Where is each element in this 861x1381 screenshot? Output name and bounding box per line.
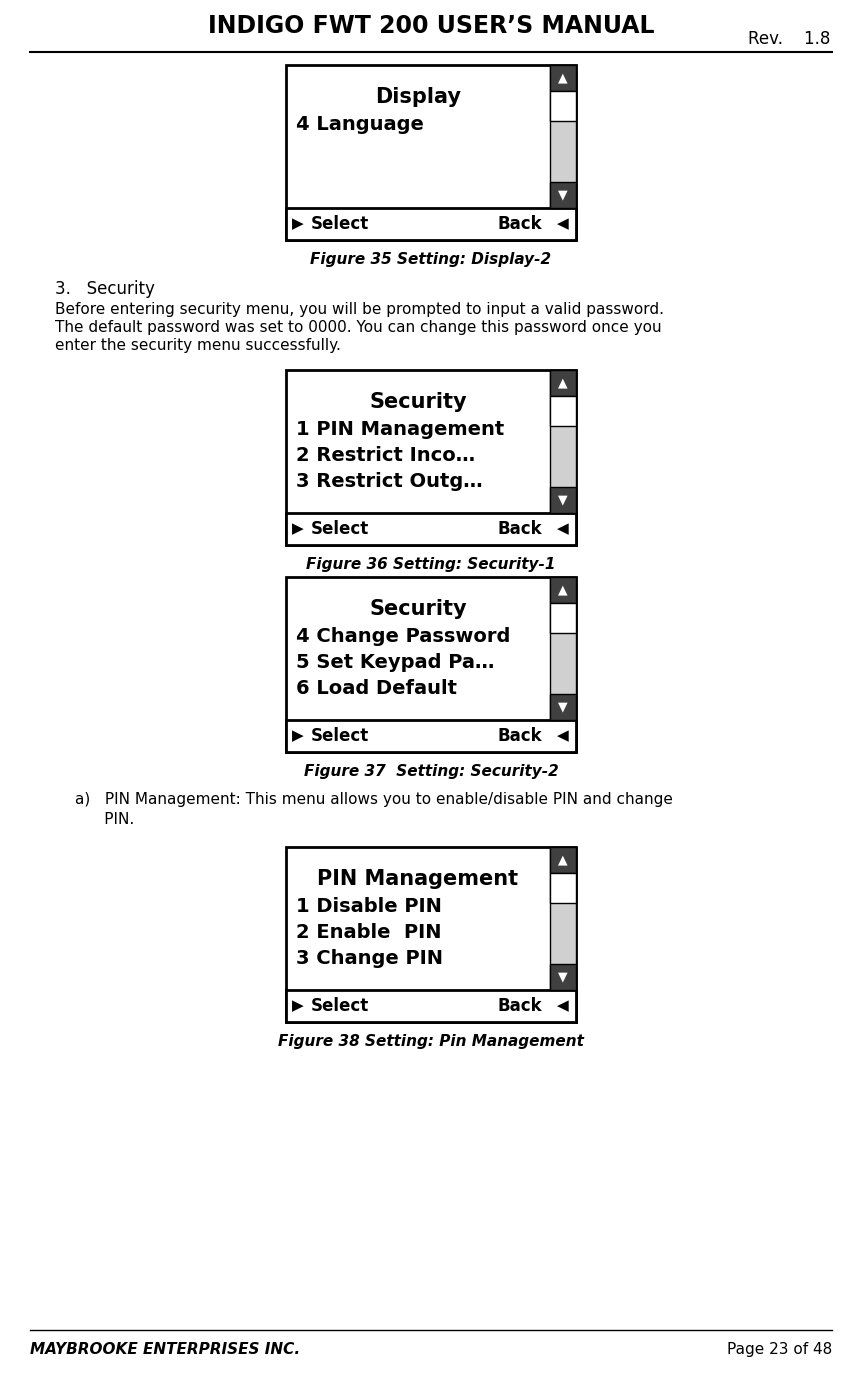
Bar [549, 487, 575, 512]
Bar [549, 370, 575, 512]
Bar [286, 512, 575, 545]
Text: 4 Change Password: 4 Change Password [295, 627, 510, 646]
Text: enter the security menu successfully.: enter the security menu successfully. [55, 338, 340, 354]
Bar [549, 873, 575, 903]
Text: Display: Display [375, 87, 461, 106]
Text: ▲: ▲ [558, 584, 567, 597]
Text: ▼: ▼ [558, 971, 567, 983]
Bar [286, 720, 575, 753]
Text: MAYBROOKE ENTERPRISES INC.: MAYBROOKE ENTERPRISES INC. [30, 1342, 300, 1358]
Text: ▼: ▼ [558, 493, 567, 507]
Text: Figure 37  Setting: Security-2: Figure 37 Setting: Security-2 [303, 764, 558, 779]
Bar [549, 847, 575, 873]
Bar [549, 65, 575, 91]
Text: Back: Back [497, 997, 542, 1015]
Text: PIN Management: PIN Management [317, 869, 518, 889]
Text: 1 Disable PIN: 1 Disable PIN [295, 898, 442, 916]
Text: 2 Restrict Inco…: 2 Restrict Inco… [295, 446, 474, 465]
Bar [549, 847, 575, 990]
Text: INDIGO FWT 200 USER’S MANUAL: INDIGO FWT 200 USER’S MANUAL [208, 14, 653, 39]
Text: Figure 36 Setting: Security-1: Figure 36 Setting: Security-1 [306, 557, 555, 572]
Text: 2 Enable  PIN: 2 Enable PIN [295, 923, 441, 942]
Text: ◀: ◀ [556, 998, 568, 1014]
Text: 1 PIN Management: 1 PIN Management [295, 420, 504, 439]
Text: ▼: ▼ [558, 700, 567, 714]
Text: Before entering security menu, you will be prompted to input a valid password.: Before entering security menu, you will … [55, 302, 663, 318]
Text: 6 Load Default: 6 Load Default [295, 679, 456, 697]
Text: ▶: ▶ [292, 729, 304, 743]
Text: Select: Select [311, 215, 369, 233]
Text: 3 Restrict Outg…: 3 Restrict Outg… [295, 472, 482, 492]
Text: ▲: ▲ [558, 72, 567, 84]
Bar [549, 396, 575, 425]
Text: The default password was set to 0000. You can change this password once you: The default password was set to 0000. Yo… [55, 320, 661, 336]
Bar [549, 964, 575, 990]
Bar [286, 847, 575, 1022]
Text: Figure 35 Setting: Display-2: Figure 35 Setting: Display-2 [310, 251, 551, 267]
Bar [549, 603, 575, 632]
Text: Security: Security [369, 392, 467, 412]
Text: Back: Back [497, 521, 542, 539]
Bar [286, 370, 575, 545]
Bar [286, 990, 575, 1022]
Text: ▲: ▲ [558, 853, 567, 866]
Text: PIN.: PIN. [75, 812, 134, 827]
Bar [286, 577, 575, 753]
Text: Select: Select [311, 521, 369, 539]
Text: Rev.    1.8: Rev. 1.8 [746, 30, 829, 48]
Text: 5 Set Keypad Pa…: 5 Set Keypad Pa… [295, 653, 494, 673]
Text: Back: Back [497, 215, 542, 233]
Text: ▶: ▶ [292, 522, 304, 536]
Text: ▲: ▲ [558, 377, 567, 389]
Text: ◀: ◀ [556, 729, 568, 743]
Text: ▶: ▶ [292, 998, 304, 1014]
Text: ▼: ▼ [558, 188, 567, 202]
Text: a)   PIN Management: This menu allows you to enable/disable PIN and change: a) PIN Management: This menu allows you … [75, 791, 672, 807]
Text: ◀: ◀ [556, 522, 568, 536]
Bar [549, 695, 575, 720]
Bar [286, 209, 575, 240]
Text: Back: Back [497, 726, 542, 744]
Text: 4 Language: 4 Language [295, 115, 424, 134]
Text: Figure 38 Setting: Pin Management: Figure 38 Setting: Pin Management [278, 1034, 583, 1050]
Text: ▶: ▶ [292, 217, 304, 232]
Text: 3.   Security: 3. Security [55, 280, 155, 298]
Text: Security: Security [369, 599, 467, 619]
Bar [286, 65, 575, 240]
Bar [549, 91, 575, 122]
Bar [549, 65, 575, 209]
Text: Select: Select [311, 726, 369, 744]
Bar [549, 182, 575, 209]
Bar [549, 370, 575, 396]
Text: Page 23 of 48: Page 23 of 48 [726, 1342, 831, 1358]
Text: 3 Change PIN: 3 Change PIN [295, 949, 443, 968]
Bar [549, 577, 575, 720]
Text: Select: Select [311, 997, 369, 1015]
Bar [549, 577, 575, 603]
Text: ◀: ◀ [556, 217, 568, 232]
